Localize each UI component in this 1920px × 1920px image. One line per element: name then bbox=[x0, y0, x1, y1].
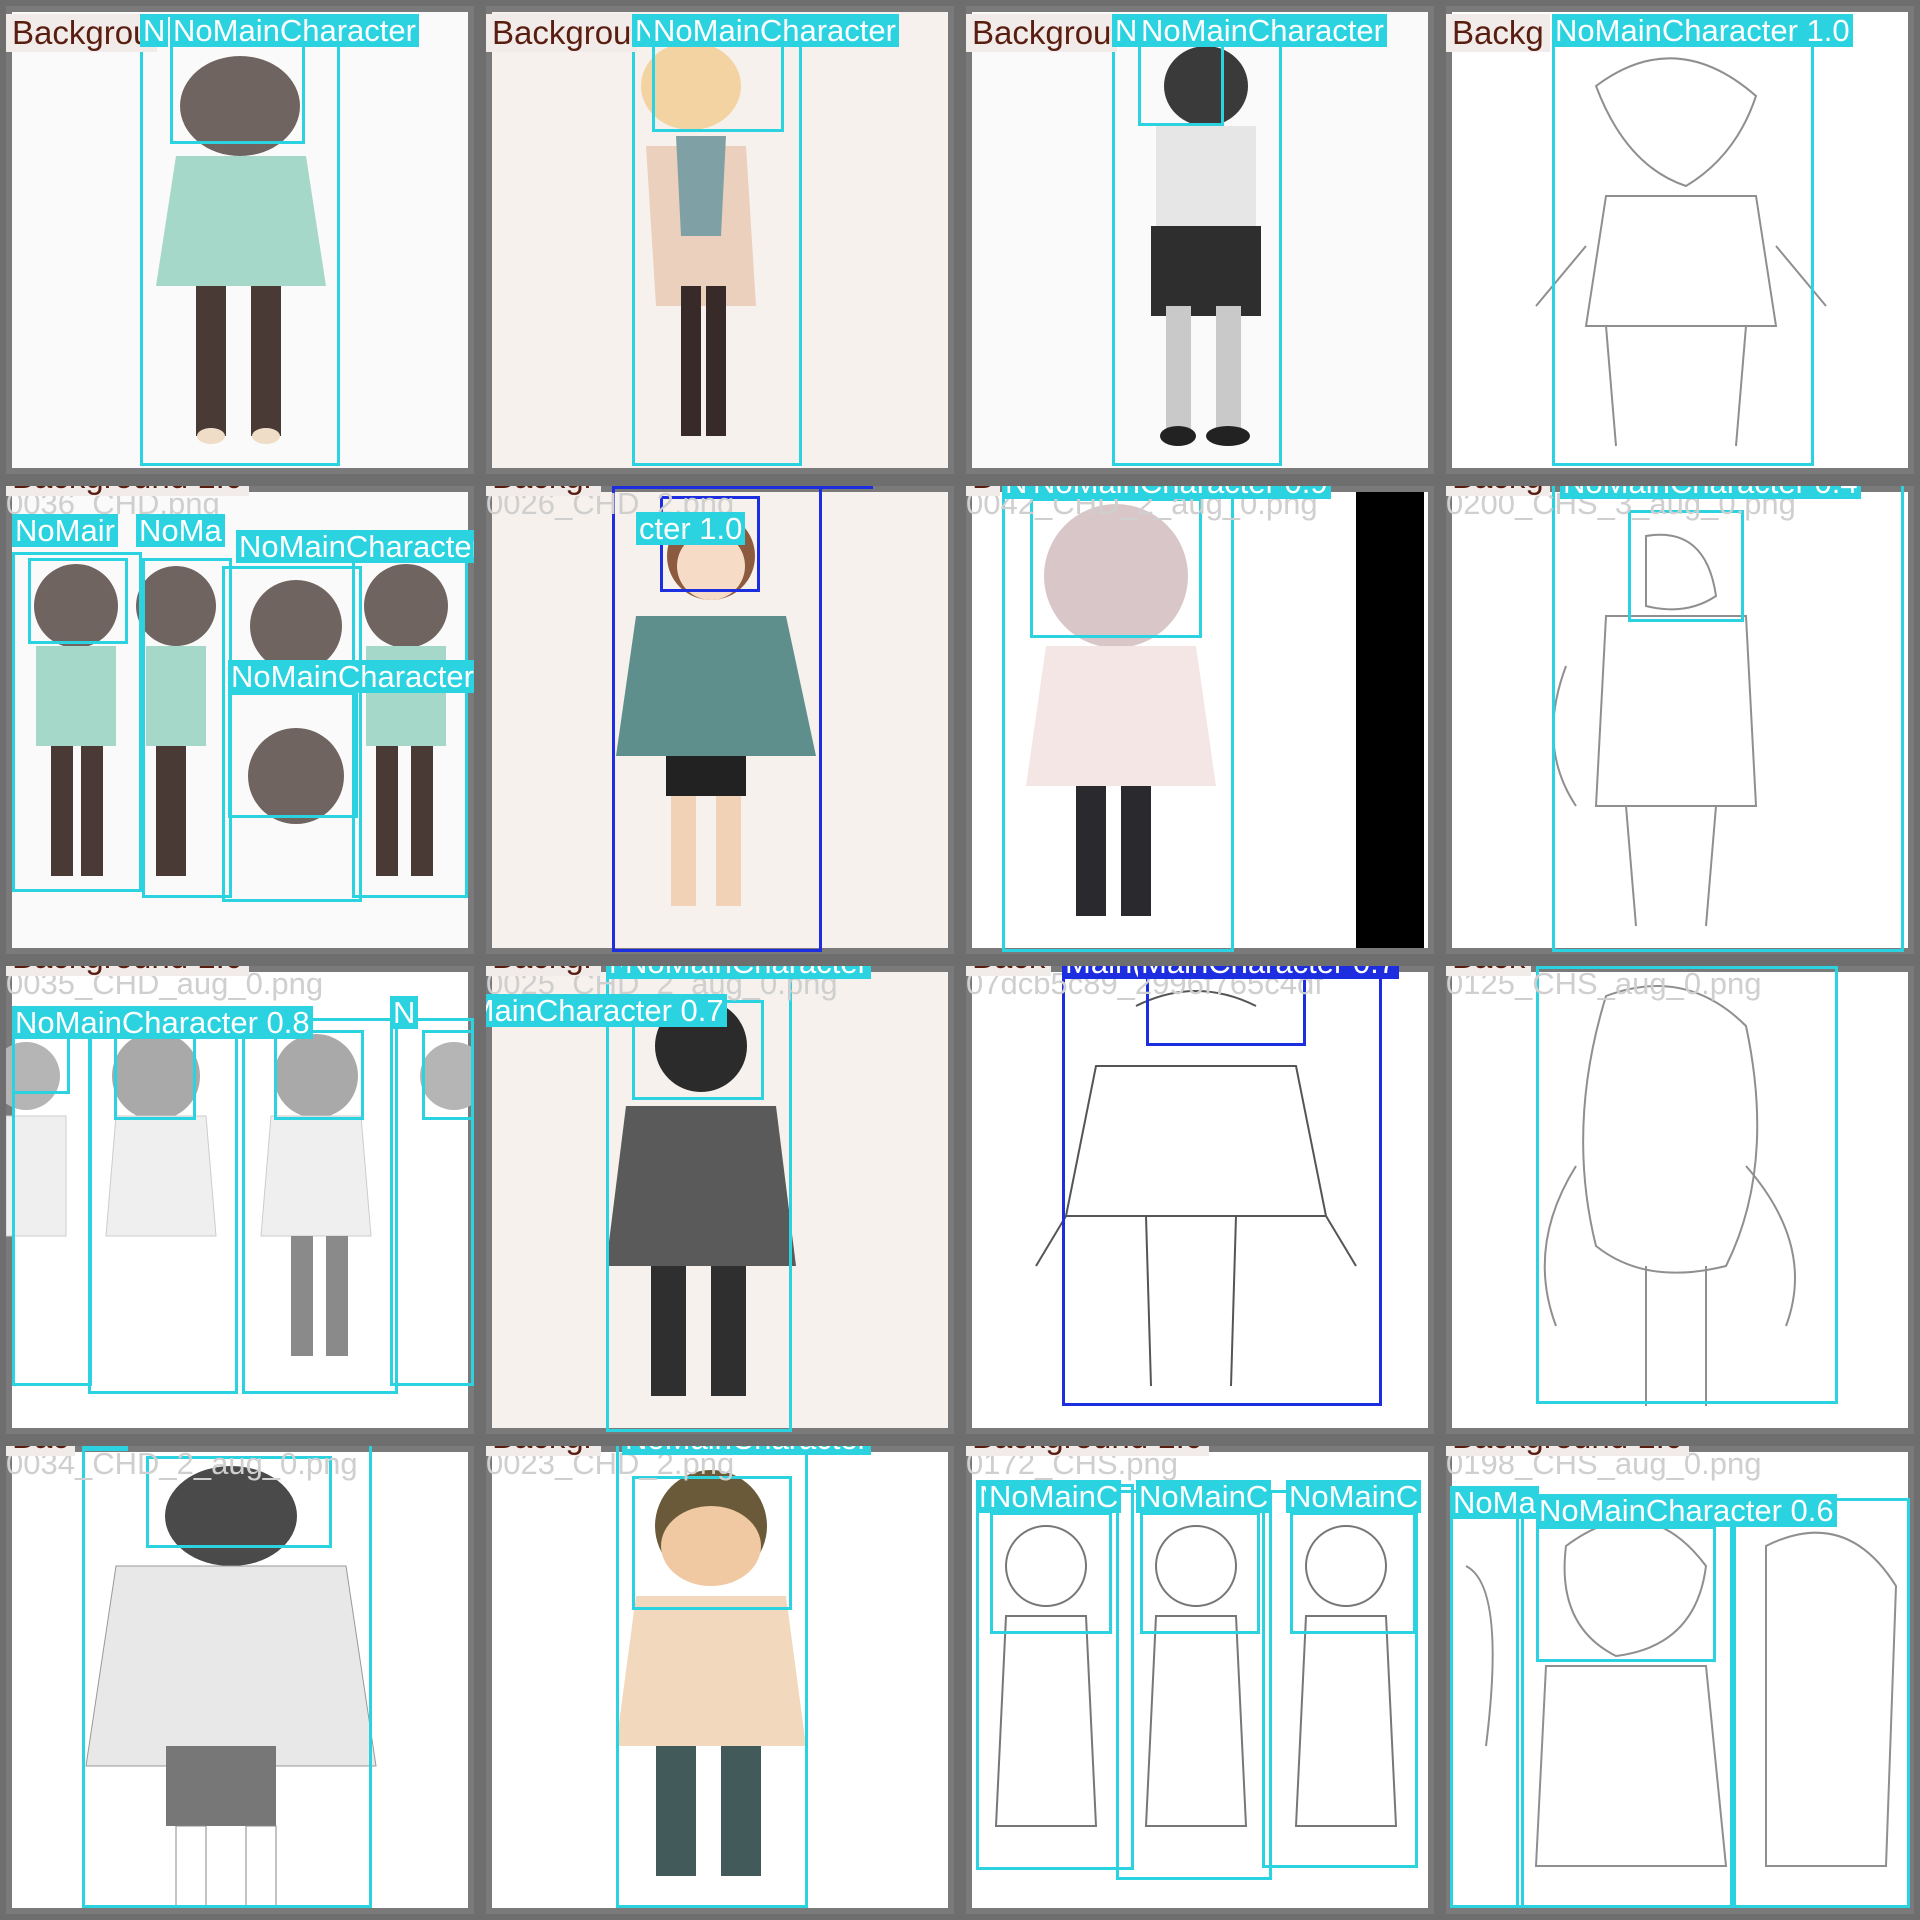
box-label: NoMainCharacter bbox=[622, 966, 871, 979]
box-label: NoMainCharacter bbox=[1138, 14, 1387, 47]
background-label: Backg bbox=[1446, 14, 1550, 52]
box-label-main: MainCharacter 0.7 bbox=[1138, 966, 1400, 979]
box-label: N bbox=[140, 14, 169, 47]
box-label: NoMainC bbox=[1286, 1480, 1422, 1513]
tile-r2c1: Background 1.0 0036_CHD.png NoMair NoMa … bbox=[6, 486, 474, 954]
background-label: Back bbox=[966, 966, 1052, 976]
tile-r4c1: Bac 0034_CHD_2_aug_0.png No NoMainCharac… bbox=[6, 1446, 474, 1914]
background-label: Background 1.0 bbox=[6, 486, 250, 496]
character-lineart-back-image bbox=[1035, 990, 1357, 1387]
tile-r1c4: NoMainCharacter 1.0 Backg bbox=[1446, 6, 1914, 474]
character-sheet-image bbox=[34, 564, 448, 876]
background-label: Bac bbox=[6, 1446, 75, 1456]
tile-r2c3: B 0042_CHD_2_aug_0.png N NoMainCharacter… bbox=[966, 486, 1434, 954]
background-label: Backgr bbox=[486, 486, 601, 496]
box-label-main: Main( bbox=[1062, 966, 1146, 979]
background-label: B bbox=[966, 486, 1001, 496]
tile-r2c2: Backgr 0026_CHD_2.png MainCharacter 0.7 … bbox=[486, 486, 954, 954]
box-label: NoMair bbox=[12, 514, 118, 547]
box-label-main: MainCharacter 0.7 bbox=[612, 486, 874, 489]
box-label: N bbox=[390, 996, 419, 1029]
box-label: NoMainCharacter bbox=[170, 14, 419, 47]
box-label: NoMainC bbox=[986, 1480, 1122, 1513]
character-lineart-image bbox=[1535, 57, 1827, 447]
background-label: Background 1.0 bbox=[6, 966, 250, 976]
tile-r3c2: Backgr 0025_CHD_2_aug_0.png N NoMainChar… bbox=[486, 966, 954, 1434]
background-label: Backgrou bbox=[6, 14, 158, 52]
box-label: NoMa bbox=[136, 514, 225, 547]
background-label: Background 1.0 bbox=[1446, 1446, 1690, 1456]
tile-r4c2: Backgr 0023_CHD_2.png NoMainCharacter bbox=[486, 1446, 954, 1914]
box-label: NoMainCharacter 0.8 bbox=[12, 1006, 313, 1039]
box-label: N bbox=[1002, 486, 1031, 499]
tile-r3c4: Back 0125_CHS_aug_0.png NoMainCharacter … bbox=[1446, 966, 1914, 1434]
character-side-view-image bbox=[641, 42, 756, 436]
character-lineart-sheet-image bbox=[994, 1525, 1398, 1827]
character-back-view-image bbox=[156, 56, 326, 444]
box-label: NoMainCharacter 1.0 bbox=[1552, 14, 1853, 47]
character-back-view-pastel-image bbox=[1026, 504, 1216, 916]
box-label: N bbox=[1112, 14, 1141, 47]
box-label: No bbox=[82, 1446, 128, 1451]
character-lineart-longhair-image bbox=[1543, 985, 1796, 1406]
box-label: NoMainCharacter 0.6 bbox=[1536, 1494, 1837, 1527]
box-label: NoMainCharacter 0.9 bbox=[1030, 486, 1331, 499]
character-front-view-image bbox=[616, 512, 816, 906]
box-label: cter 1.0 bbox=[636, 512, 746, 545]
box-label: NoMainCharacter bbox=[650, 14, 899, 47]
background-label: Backg bbox=[1446, 486, 1550, 496]
background-label: Back bbox=[1446, 966, 1532, 976]
tile-r1c1: Backgrou N NoMainCharacter bbox=[6, 6, 474, 474]
box-label: NoMainC bbox=[1136, 1480, 1272, 1513]
background-label: Backgrou bbox=[486, 14, 638, 52]
tile-r3c1: Background 1.0 0035_CHD_aug_0.png NoMain… bbox=[6, 966, 474, 1434]
black-bar bbox=[1356, 492, 1424, 948]
character-grayscale-back-image bbox=[85, 1466, 377, 1907]
character-sheet-grayscale-image bbox=[6, 1032, 474, 1356]
background-label: Backgr bbox=[486, 1446, 601, 1456]
character-lineart-image bbox=[1552, 533, 1758, 927]
character-dark-outfit-image bbox=[606, 1000, 796, 1396]
character-grayscale-image bbox=[1151, 46, 1261, 446]
tile-r3c3: Back 07dcb5c89_2996f765c4df Main( MainCh… bbox=[966, 966, 1434, 1434]
box-label: NoMainCharacter bbox=[622, 1446, 871, 1455]
tile-r4c4: Background 1.0 0198_CHS_aug_0.png NoMa N… bbox=[1446, 1446, 1914, 1914]
box-label: NoMainCharacter 0.5 bbox=[228, 660, 474, 693]
box-label: NoMainCharacter 0.4 bbox=[1560, 486, 1861, 499]
tile-r4c3: Background 1.0 0172_CHS.png N NoMainC No… bbox=[966, 1446, 1434, 1914]
box-label: NoMainCharacter 0.9 bbox=[236, 530, 474, 563]
tile-r1c2: Backgrou N NoMainCharacter bbox=[486, 6, 954, 474]
character-back-brownhair-image bbox=[616, 1470, 806, 1876]
background-label: Background 1.0 bbox=[966, 1446, 1210, 1456]
box-label: NoMainCharacter 0.7 bbox=[486, 994, 727, 1027]
background-label: Backgrou bbox=[966, 14, 1118, 52]
tile-r1c3: Backgrou N NoMainCharacter bbox=[966, 6, 1434, 474]
box-label: NoMa bbox=[1450, 1486, 1539, 1519]
background-label: Backgr bbox=[486, 966, 601, 976]
box-label: NoMainCharacter 1.0 bbox=[1536, 966, 1837, 969]
tile-r2c4: Backg 0200_CHS_3_aug_0.png NoMainCharact… bbox=[1446, 486, 1914, 954]
